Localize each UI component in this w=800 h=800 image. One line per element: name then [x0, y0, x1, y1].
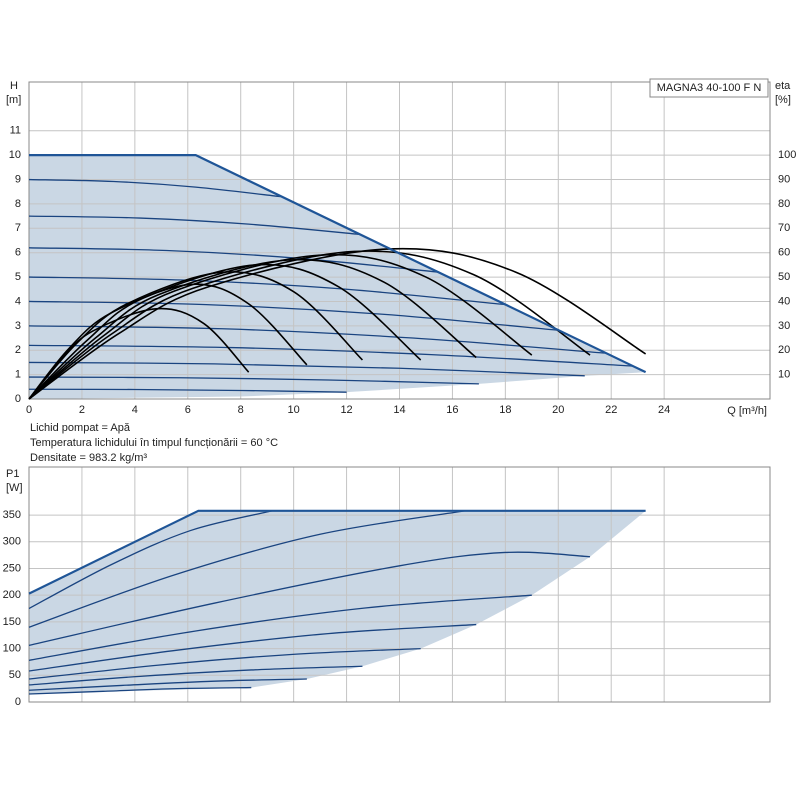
max-curve: [29, 154, 647, 374]
y-tick-label: 0: [15, 696, 21, 708]
x-tick-label: 8: [238, 404, 244, 416]
y2-tick-label: 20: [778, 344, 790, 356]
x-tick-label: 14: [393, 404, 405, 416]
speed-curve: [28, 376, 479, 385]
x-tick-label: 22: [605, 404, 617, 416]
speed-curve: [28, 300, 559, 331]
y-tick-label: 350: [3, 509, 21, 521]
model-box: [649, 78, 769, 98]
speed-curve: [28, 678, 307, 691]
x-tick-label: 6: [185, 404, 191, 416]
y2-tick-label: 50: [778, 271, 790, 283]
y2-axis-unit: [%]: [775, 94, 791, 106]
x-tick-label: 18: [499, 404, 511, 416]
x-tick-label: 4: [132, 404, 138, 416]
y2-tick-label: 10: [778, 369, 790, 381]
y2-tick-label: 40: [778, 295, 790, 307]
speed-curve: [28, 276, 506, 306]
max-curve: [28, 509, 646, 595]
x-tick-label: 0: [26, 404, 32, 416]
y-tick-label: 150: [3, 616, 21, 628]
speed-curve: [28, 623, 477, 672]
efficiency-curve: [28, 283, 308, 400]
y-tick-label: 10: [9, 149, 21, 161]
x-tick-label: 2: [79, 404, 85, 416]
speed-curve: [28, 388, 347, 393]
model-name: MAGNA3 40-100 F N: [657, 82, 762, 94]
speed-curve: [28, 510, 466, 628]
x-tick-label: 20: [552, 404, 564, 416]
x-tick-label: 10: [288, 404, 300, 416]
y-tick-label: 9: [15, 173, 21, 185]
speed-curve: [28, 247, 440, 273]
efficiency-curve: [28, 247, 647, 400]
y-tick-label: 4: [15, 295, 21, 307]
y-tick-label: 7: [15, 222, 21, 234]
x-tick-label: 12: [340, 404, 352, 416]
y-tick-label: 8: [15, 198, 21, 210]
efficiency-curve: [28, 307, 250, 400]
y-tick-label: 1: [15, 369, 21, 381]
plot-frame: [28, 81, 771, 400]
efficiency-curve: [28, 250, 591, 400]
y-axis-unit: [m]: [6, 94, 21, 106]
y2-axis-label: eta: [775, 80, 791, 92]
y-tick-label: 11: [10, 125, 21, 137]
y2-tick-label: 80: [778, 198, 790, 210]
y2-tick-label: 100: [778, 149, 796, 161]
note: Temperatura lichidului în timpul funcțio…: [30, 437, 278, 449]
x-axis-label: Q [m³/h]: [727, 405, 767, 417]
speed-curve: [28, 665, 363, 686]
speed-curve: [28, 178, 281, 198]
y-axis-label: H: [10, 80, 18, 92]
y-axis-label: P1: [6, 468, 19, 480]
speed-curve: [28, 344, 633, 367]
speed-curve: [28, 647, 421, 680]
note: Densitate = 983.2 kg/m³: [30, 452, 147, 464]
y-tick-label: 0: [15, 393, 21, 405]
y-tick-label: 250: [3, 562, 21, 574]
y2-tick-label: 70: [778, 222, 790, 234]
y-tick-label: 5: [15, 271, 21, 283]
x-tick-label: 24: [658, 404, 670, 416]
plot-frame: [28, 466, 771, 703]
note: Lichid pompat = Apă: [30, 422, 131, 434]
speed-curve: [28, 686, 252, 695]
y-axis-unit: [W]: [6, 482, 23, 494]
y-tick-label: 50: [9, 669, 21, 681]
speed-curve: [28, 551, 591, 647]
y-tick-label: 6: [15, 247, 21, 259]
speed-curve: [28, 361, 585, 377]
y-tick-label: 200: [3, 589, 21, 601]
speed-curve: [28, 510, 273, 610]
y-tick-label: 300: [3, 536, 21, 548]
efficiency-curve: [28, 258, 477, 400]
x-tick-label: 16: [446, 404, 458, 416]
y2-tick-label: 60: [778, 247, 790, 259]
speed-curve: [28, 215, 360, 236]
y2-tick-label: 90: [778, 173, 790, 185]
y-tick-label: 3: [15, 320, 21, 332]
y2-tick-label: 30: [778, 320, 790, 332]
speed-curve: [28, 594, 532, 661]
y-tick-label: 100: [3, 642, 21, 654]
y-tick-label: 2: [15, 344, 21, 356]
